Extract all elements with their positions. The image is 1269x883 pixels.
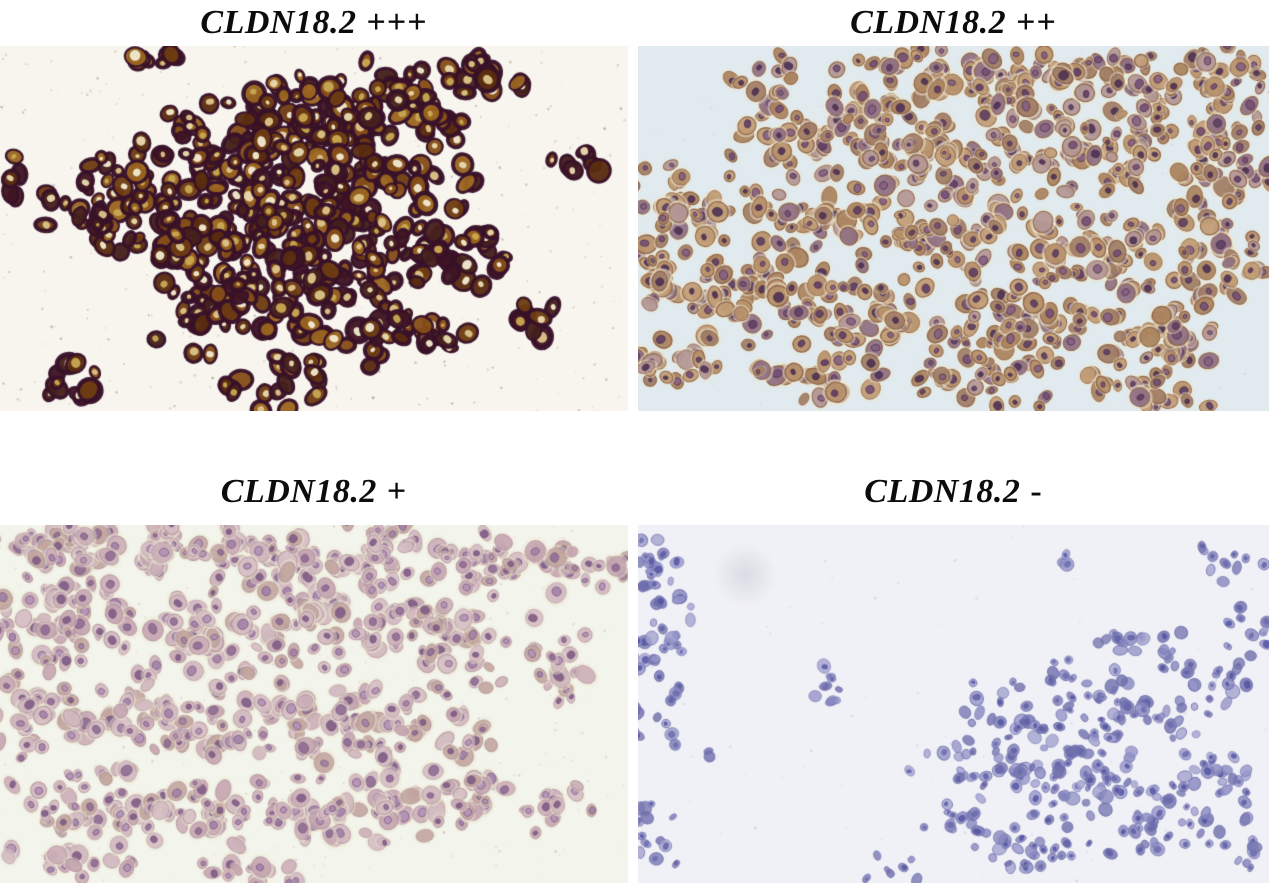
micrograph-3plus <box>0 46 628 411</box>
panel-title-2plus: CLDN18.2 ++ <box>638 0 1269 46</box>
micrograph-panel-negative <box>638 525 1269 883</box>
gene-name: CLDN18.2 <box>850 4 1007 41</box>
panel-title-3plus: CLDN18.2 +++ <box>0 0 628 46</box>
intensity-grade: + <box>386 473 408 510</box>
micrograph-negative <box>638 525 1269 883</box>
intensity-grade: - <box>1030 473 1043 510</box>
gene-name: CLDN18.2 <box>220 473 377 510</box>
intensity-grade: ++ <box>1016 4 1057 41</box>
micrograph-panel-3plus <box>0 46 628 411</box>
micrograph-panel-1plus <box>0 525 628 883</box>
micrograph-1plus <box>0 525 628 883</box>
gene-name: CLDN18.2 <box>864 473 1021 510</box>
intensity-grade: +++ <box>366 4 428 41</box>
panel-title-negative: CLDN18.2 - <box>638 411 1269 525</box>
micrograph-panel-2plus <box>638 46 1269 411</box>
panel-title-1plus: CLDN18.2 + <box>0 411 628 525</box>
gene-name: CLDN18.2 <box>200 4 357 41</box>
micrograph-2plus <box>638 46 1269 411</box>
